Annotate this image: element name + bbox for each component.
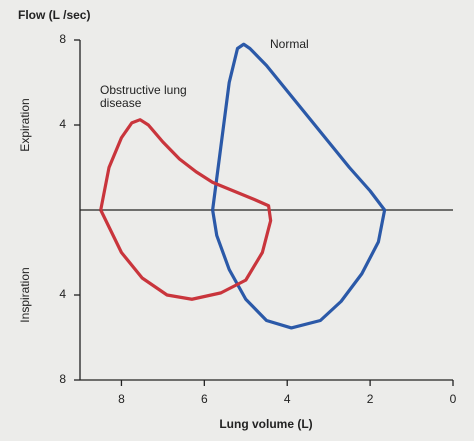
x-tick-label: 0: [450, 392, 457, 406]
x-tick-label: 8: [118, 392, 125, 406]
series-label: Obstructive lung disease: [100, 83, 187, 110]
x-tick-label: 6: [201, 392, 208, 406]
series-line: [99, 118, 273, 301]
series-line: [211, 42, 387, 330]
y-tick-label: 4: [59, 117, 66, 131]
y-axis-label: Inspiration: [18, 267, 32, 322]
x-axis-label: Lung volume (L): [219, 417, 312, 431]
x-tick-label: 2: [367, 392, 374, 406]
x-tick-label: 4: [284, 392, 291, 406]
y-tick-label: 8: [59, 372, 66, 386]
series-label: Normal: [270, 37, 309, 51]
chart-title: Flow (L /sec): [18, 8, 90, 22]
y-tick-label: 8: [59, 32, 66, 46]
y-axis-label: Expiration: [18, 98, 32, 151]
y-tick-label: 4: [59, 287, 66, 301]
